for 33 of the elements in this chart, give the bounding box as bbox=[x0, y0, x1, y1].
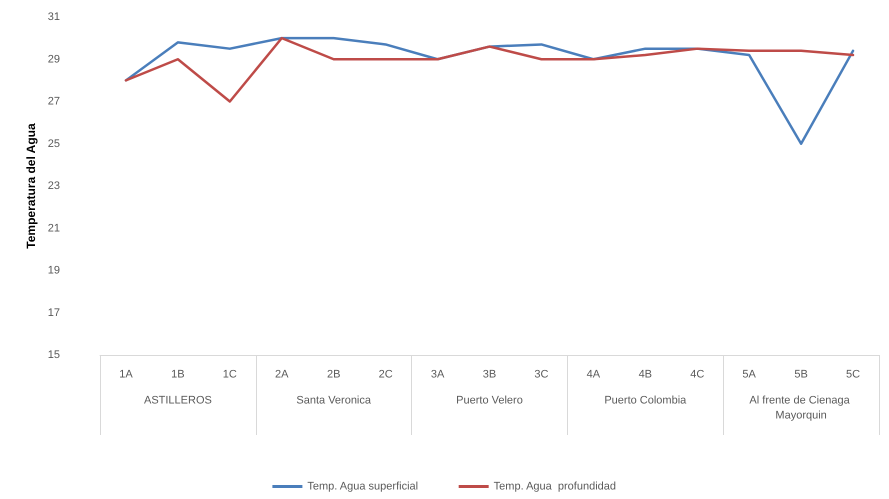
y-tick-label: 27 bbox=[48, 96, 60, 108]
y-tick-label: 31 bbox=[48, 11, 60, 23]
legend-label: Temp. Agua superficial bbox=[307, 480, 418, 492]
text: Puerto Velero bbox=[456, 394, 523, 406]
x-tick-label: 1A bbox=[119, 368, 134, 380]
x-tick-label: 4A bbox=[586, 368, 601, 380]
y-axis-title: Temperatura del Agua bbox=[24, 123, 38, 249]
y-tick-label: 17 bbox=[48, 306, 60, 319]
x-tick-label: 5C bbox=[846, 368, 860, 380]
x-tick-label: 4C bbox=[690, 368, 704, 380]
y-tick-label: 23 bbox=[48, 180, 60, 192]
y-tick-label: 15 bbox=[48, 349, 60, 361]
x-tick-label: 1C bbox=[222, 368, 237, 380]
y-tick-label: 19 bbox=[48, 264, 60, 276]
text: ASTILLEROS bbox=[144, 394, 212, 406]
x-tick-label: 3A bbox=[430, 368, 445, 380]
x-tick-label: 5A bbox=[742, 368, 757, 380]
text: Puerto Colombia bbox=[604, 394, 688, 406]
text: Al frente de Cienaga Mayorquin bbox=[749, 394, 853, 422]
text: Santa Veronica bbox=[296, 394, 372, 406]
x-tick-label: 3B bbox=[482, 368, 496, 380]
y-tick-label: 29 bbox=[48, 53, 60, 66]
x-tick-label: 2A bbox=[275, 368, 290, 380]
x-tick-label: 2C bbox=[378, 368, 393, 380]
x-tick-label: 4B bbox=[638, 368, 652, 380]
y-tick-label: 21 bbox=[48, 222, 60, 234]
x-tick-label: 1B bbox=[171, 368, 185, 380]
x-tick-label: 2B bbox=[326, 368, 340, 380]
x-tick-label: 3C bbox=[534, 368, 549, 380]
line-series bbox=[124, 36, 854, 103]
legend-label: Temp. Agua profundidad bbox=[494, 480, 616, 492]
y-tick-label: 25 bbox=[48, 138, 60, 150]
x-tick-label: 5B bbox=[794, 368, 808, 380]
